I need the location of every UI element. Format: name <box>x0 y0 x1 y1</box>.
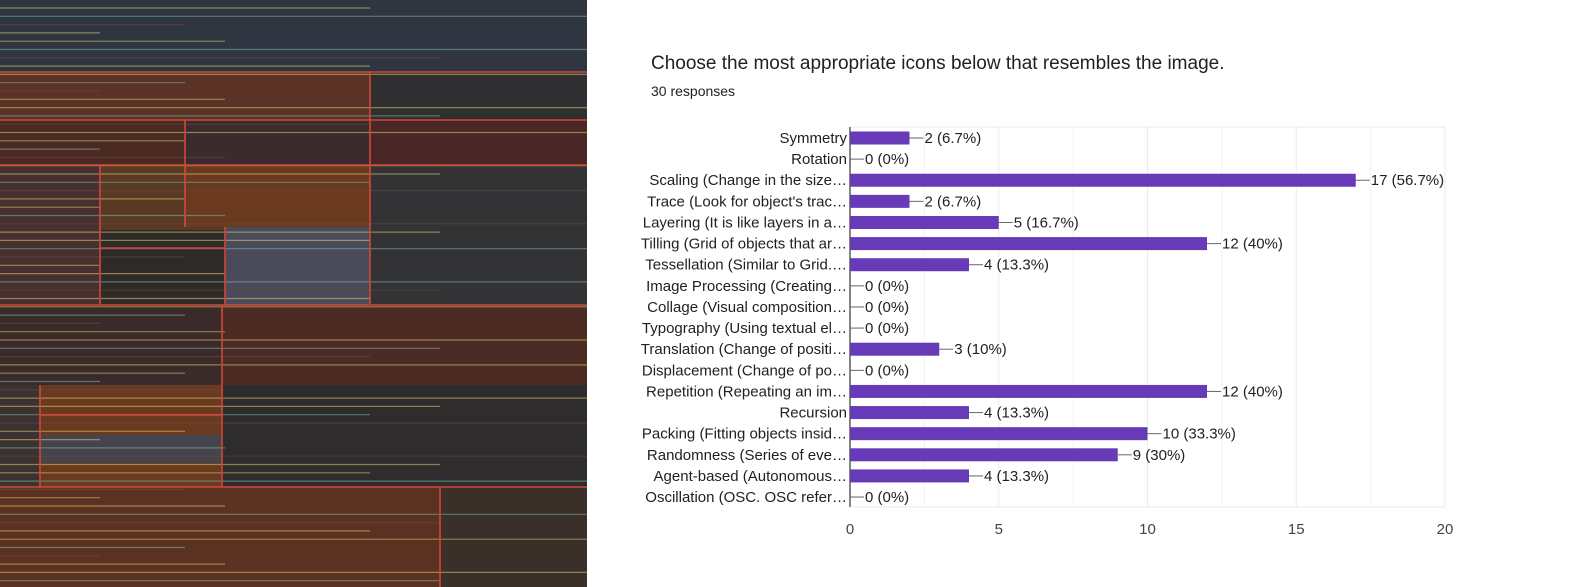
bar <box>850 215 999 229</box>
painting-block <box>0 385 40 487</box>
painting-block <box>225 227 370 305</box>
bar <box>850 237 1207 251</box>
category-label: Tessellation (Similar to Grid.… <box>645 257 847 274</box>
data-label: 10 (33.3%) <box>1163 426 1236 443</box>
category-label: Oscillation (OSC. OSC refer… <box>645 489 847 506</box>
bar <box>850 469 969 483</box>
category-label: Displacement (Change of po… <box>642 362 847 379</box>
bar <box>850 131 910 145</box>
category-label: Trace (Look for object's trac… <box>647 193 847 210</box>
category-label: Randomness (Series of eve… <box>647 447 847 464</box>
bar <box>850 427 1148 441</box>
painting-block <box>185 165 370 227</box>
data-label: 12 (40%) <box>1222 383 1283 400</box>
question-title: Choose the most appropriate icons below … <box>651 53 1225 74</box>
bar <box>850 406 969 420</box>
data-label: 2 (6.7%) <box>925 193 982 210</box>
painting-block <box>370 120 587 165</box>
painting-block <box>0 0 587 72</box>
category-label: Rotation <box>791 151 847 168</box>
data-label: 0 (0%) <box>865 489 909 506</box>
painting-block <box>0 305 222 385</box>
painting-block <box>222 305 587 385</box>
category-label: Symmetry <box>780 130 848 147</box>
response-count: 30 responses <box>651 83 736 99</box>
painting-block <box>370 72 587 120</box>
category-label: Repetition (Repeating an im… <box>646 383 847 400</box>
x-tick-label: 20 <box>1437 521 1454 538</box>
category-label: Collage (Visual composition… <box>647 299 847 316</box>
data-label: 0 (0%) <box>865 278 909 295</box>
data-label: 0 (0%) <box>865 362 909 379</box>
bar <box>850 384 1207 398</box>
data-label: 0 (0%) <box>865 320 909 337</box>
category-label: Layering (It is like layers in a… <box>643 214 847 231</box>
data-label: 4 (13.3%) <box>984 405 1049 422</box>
category-label: Scaling (Change in the size… <box>649 172 847 189</box>
data-label: 2 (6.7%) <box>925 130 982 147</box>
category-label: Tilling (Grid of objects that ar… <box>641 236 847 253</box>
data-label: 4 (13.3%) <box>984 468 1049 485</box>
painting-block <box>440 487 587 587</box>
data-label: 3 (10%) <box>954 341 1007 358</box>
category-label: Packing (Fitting objects insid… <box>642 426 847 443</box>
bar <box>850 448 1118 462</box>
painting-block <box>0 72 370 120</box>
painting-block <box>185 120 370 165</box>
data-label: 9 (30%) <box>1133 447 1186 464</box>
data-label: 12 (40%) <box>1222 236 1283 253</box>
x-tick-label: 0 <box>846 521 854 538</box>
category-label: Recursion <box>779 405 847 422</box>
artwork-image <box>0 0 587 587</box>
data-label: 0 (0%) <box>865 151 909 168</box>
bar <box>850 173 1356 187</box>
data-label: 5 (16.7%) <box>1014 214 1079 231</box>
x-tick-label: 15 <box>1288 521 1305 538</box>
bar <box>850 194 910 208</box>
data-label: 4 (13.3%) <box>984 257 1049 274</box>
painting-block <box>370 165 587 305</box>
data-label: 17 (56.7%) <box>1371 172 1444 189</box>
category-label: Typography (Using textual el… <box>642 320 847 337</box>
painting-block <box>222 385 587 487</box>
category-label: Translation (Change of positi… <box>641 341 847 358</box>
category-label: Agent-based (Autonomous… <box>654 468 847 485</box>
x-tick-label: 5 <box>995 521 1003 538</box>
bar <box>850 258 969 272</box>
data-label: 0 (0%) <box>865 299 909 316</box>
painting-block <box>0 487 440 587</box>
x-tick-label: 10 <box>1139 521 1156 538</box>
painting-block <box>0 165 100 305</box>
bar-chart: 0 5 10 15 20 Symmetry 2 (6.7%) Rotation 0 (0%) Sc… <box>641 126 1454 538</box>
category-label: Image Processing (Creating… <box>646 278 847 295</box>
painting-block <box>0 120 185 165</box>
bar <box>850 342 940 356</box>
